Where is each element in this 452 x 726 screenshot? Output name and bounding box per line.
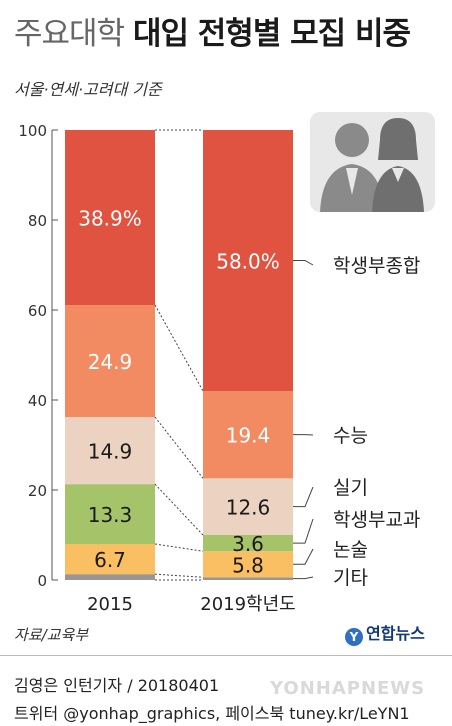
y-axis: 0 20 40 60 80 100 [18,122,58,590]
legend-leader [293,577,313,579]
y-tick-label: 60 [28,302,47,320]
data-label: 24.9 [88,350,133,374]
data-label: 12.6 [226,496,271,520]
logo-name: 연합뉴스 [366,624,425,643]
legend-label: 실기 [333,477,368,499]
x-axis: 2015 2019학년도 [87,594,296,615]
legend-leader [293,549,313,564]
legend-labels: 기타 논술 학생부교과 실기 수능 학생부종합 [293,255,420,589]
legend-label: 학생부교과 [333,509,420,531]
logo-mark: Y [345,628,363,646]
stacked-bar-chart: 0 20 40 60 80 100 6.7 13.3 14.9 24.9 38.9% 5.83.6 1… [0,0,452,620]
y-tick-label: 0 [37,572,47,590]
footer: 김영은 인턴기자 / 20180401 트위터 @yonhap_graphics… [0,655,452,726]
social-line: 트위터 @yonhap_graphics, 페이스북 tuney.kr/LeYN… [14,700,410,724]
watermark: YONHAPNEWS [270,678,425,699]
legend-leader [293,487,313,507]
credit-line: 김영은 인턴기자 / 20180401 [14,672,219,696]
data-label: 14.9 [88,440,133,464]
connector-line [155,544,203,551]
legend-label: 기타 [333,567,368,589]
data-label: 19.4 [226,424,271,448]
bar-segment [203,577,293,580]
connector-line [155,574,203,577]
y-tick-label: 20 [28,482,47,500]
y-tick-label: 100 [18,122,47,140]
data-label: 6.7 [94,548,126,572]
x-tick-label: 2019학년도 [200,594,296,615]
connector-lines [155,130,203,580]
connector-line [155,484,203,535]
legend-leader [293,519,313,543]
bar-segment [65,574,155,580]
people-icon [310,112,435,212]
data-label: 38.9% [78,207,142,231]
data-label: 5.8 [232,553,264,577]
connector-line [155,417,203,478]
legend-label: 수능 [333,425,368,447]
y-tick-label: 40 [28,392,47,410]
x-tick-label: 2015 [87,594,133,615]
y-tick-label: 80 [28,212,47,230]
source-note: 자료/교육부 [14,624,88,645]
data-label: 3.6 [232,532,264,556]
data-label: 58.0% [216,250,280,274]
data-label: 13.3 [88,503,133,527]
legend-label: 논술 [333,539,368,561]
legend-label: 학생부종합 [333,255,420,277]
legend-leader [293,261,313,266]
connector-line [155,305,203,391]
